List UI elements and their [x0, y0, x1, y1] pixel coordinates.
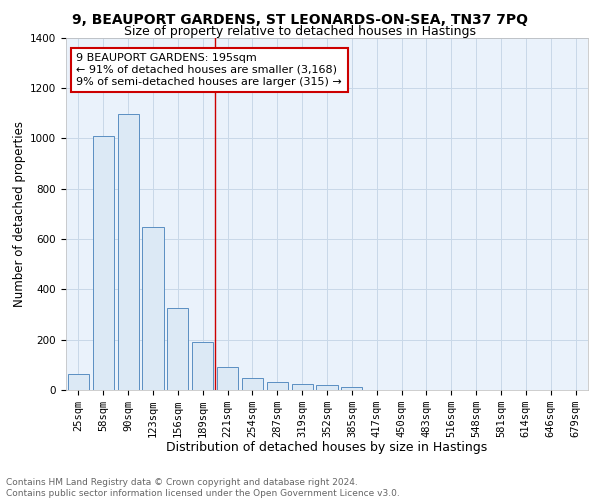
- Bar: [341, 386, 362, 390]
- Bar: [118, 114, 139, 390]
- Y-axis label: Number of detached properties: Number of detached properties: [13, 120, 26, 306]
- Bar: [316, 386, 338, 390]
- Text: Contains HM Land Registry data © Crown copyright and database right 2024.
Contai: Contains HM Land Registry data © Crown c…: [6, 478, 400, 498]
- Bar: [167, 308, 188, 390]
- Text: 9, BEAUPORT GARDENS, ST LEONARDS-ON-SEA, TN37 7PQ: 9, BEAUPORT GARDENS, ST LEONARDS-ON-SEA,…: [72, 12, 528, 26]
- X-axis label: Distribution of detached houses by size in Hastings: Distribution of detached houses by size …: [166, 442, 488, 454]
- Bar: [242, 378, 263, 390]
- Bar: [192, 342, 213, 390]
- Text: 9 BEAUPORT GARDENS: 195sqm
← 91% of detached houses are smaller (3,168)
9% of se: 9 BEAUPORT GARDENS: 195sqm ← 91% of deta…: [76, 54, 342, 86]
- Bar: [68, 374, 89, 390]
- Bar: [267, 382, 288, 390]
- Bar: [292, 384, 313, 390]
- Bar: [93, 136, 114, 390]
- Bar: [217, 367, 238, 390]
- Bar: [142, 227, 164, 390]
- Text: Size of property relative to detached houses in Hastings: Size of property relative to detached ho…: [124, 25, 476, 38]
